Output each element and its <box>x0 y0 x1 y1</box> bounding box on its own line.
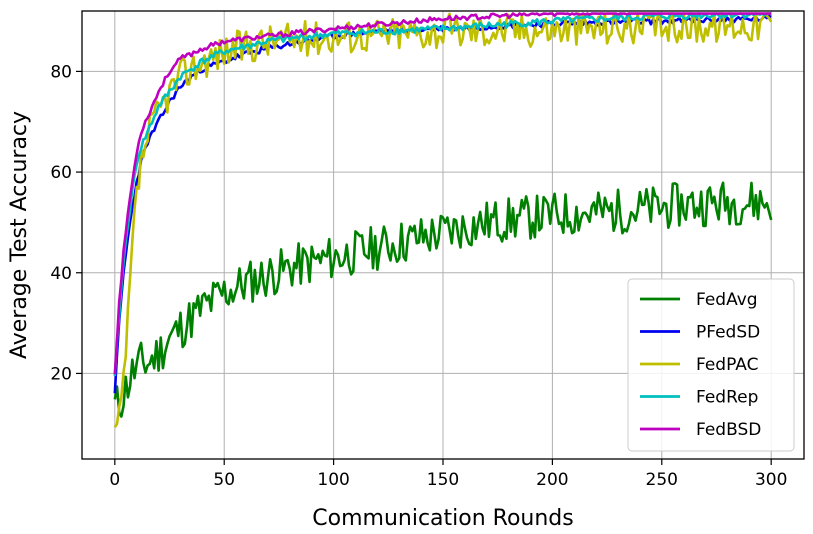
x-tick-label: 300 <box>755 470 787 490</box>
x-axis-label: Communication Rounds <box>312 506 573 531</box>
y-tick-label: 60 <box>50 163 72 183</box>
series-line-fedbsd <box>113 12 772 375</box>
legend-label-fedpac: FedPAC <box>696 355 758 375</box>
legend-label-fedavg: FedAvg <box>696 290 758 310</box>
series-line-fedavg <box>113 181 773 418</box>
series-lines <box>113 12 773 428</box>
legend-label-fedbsd: FedBSD <box>696 420 761 440</box>
legend-label-fedrep: FedRep <box>696 388 758 408</box>
x-tick-label: 50 <box>213 470 235 490</box>
y-axis-label: Average Test Accuracy <box>7 111 32 359</box>
axis-ticks: 0 50 100 150 200 250 300 20 40 60 80 <box>50 62 787 490</box>
legend: FedAvg PFedSD FedPAC FedRep FedBSD <box>627 278 795 452</box>
legend-label-pfedsd: PFedSD <box>696 323 760 343</box>
x-tick-label: 200 <box>536 470 568 490</box>
x-tick-label: 100 <box>317 470 349 490</box>
y-tick-label: 20 <box>50 364 72 384</box>
y-tick-label: 40 <box>50 264 72 284</box>
y-tick-label: 80 <box>50 62 72 82</box>
x-tick-label: 0 <box>109 470 120 490</box>
legend-box <box>627 278 795 452</box>
series-line-fedrep <box>113 12 772 377</box>
x-tick-label: 250 <box>646 470 678 490</box>
series-line-fedpac <box>113 12 773 428</box>
x-tick-label: 150 <box>427 470 459 490</box>
